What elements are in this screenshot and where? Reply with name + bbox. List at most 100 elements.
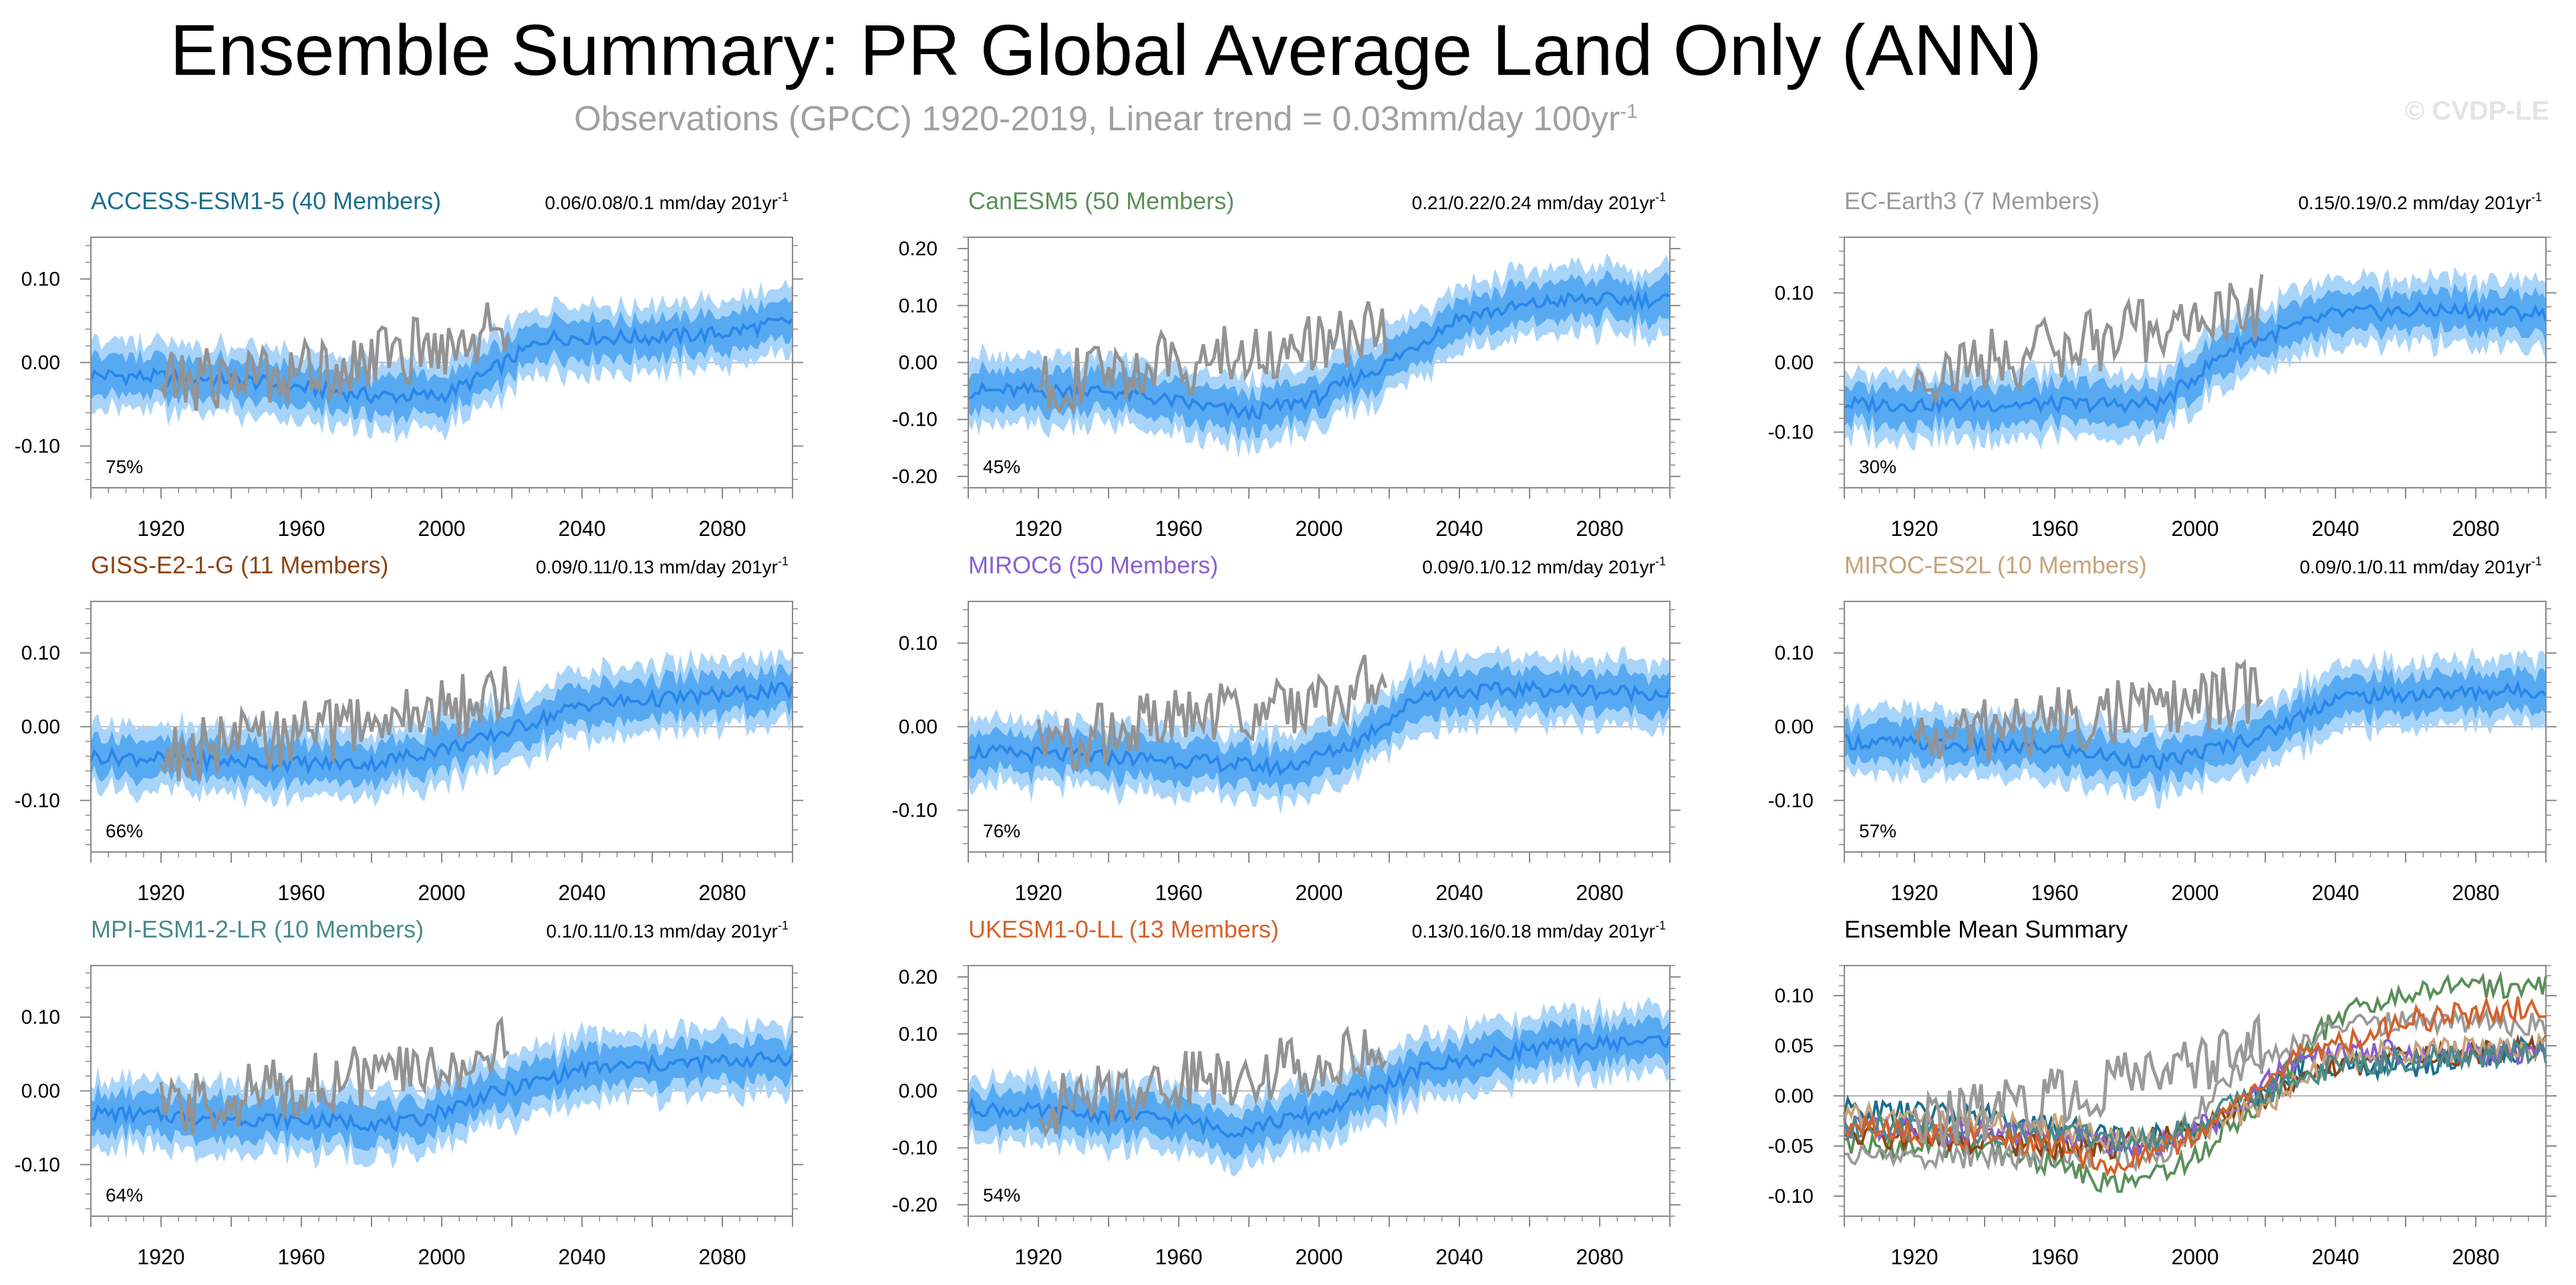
trend-label: 0.15/0.19/0.2 mm/day 201yr-1 (2298, 190, 2542, 213)
x-tick-label: 2040 (1435, 517, 1483, 541)
y-tick-label: 0.00 (21, 1081, 60, 1103)
y-tick-label: -0.10 (892, 1137, 938, 1159)
trend-value: 0.09/0.1/0.11 mm/day 201yr (2299, 557, 2531, 577)
trend-superscript: -1 (1655, 190, 1666, 204)
x-tick-label: 2000 (2171, 881, 2219, 905)
x-tick-label: 1920 (1014, 517, 1062, 541)
trend-label: 0.13/0.16/0.18 mm/day 201yr-1 (1412, 919, 1666, 942)
x-tick-label: 1920 (1014, 881, 1062, 905)
x-tick-label: 2040 (558, 517, 605, 541)
y-tick-label: -0.10 (892, 800, 938, 822)
ensemble-mean-line (967, 1033, 1671, 1139)
x-tick-label: 2080 (698, 517, 746, 541)
y-tick-label: 0.00 (899, 352, 938, 374)
panel-1: CanESM5 (50 Members) 0.21/0.22/0.24 mm/da… (892, 187, 1681, 541)
y-tick-label: 0.00 (21, 716, 60, 738)
trend-superscript: -1 (1655, 919, 1666, 932)
y-tick-label: 0.20 (899, 238, 938, 260)
observations-line (1912, 274, 2264, 406)
y-tick-label: 0.10 (899, 633, 938, 655)
percent-label: 64% (106, 1185, 143, 1205)
summary-line (1843, 995, 2547, 1177)
x-tick-label: 2040 (2311, 517, 2359, 541)
y-tick-label: 0.10 (899, 295, 938, 317)
ensemble-iqr-band (91, 1030, 793, 1151)
x-tick-label: 2040 (2311, 881, 2359, 905)
trend-value: 0.15/0.19/0.2 mm/day 201yr (2298, 192, 2531, 213)
trend-value: 0.06/0.08/0.1 mm/day 201yr (545, 192, 778, 213)
panel-7: UKESM1-0-LL (13 Members) 0.13/0.16/0.18 m… (892, 915, 1681, 1269)
y-tick-label: 0.00 (1775, 1085, 1814, 1107)
x-tick-label: 1920 (137, 517, 184, 541)
summary-line (1843, 1038, 2547, 1154)
trend-superscript: -1 (778, 555, 789, 568)
y-tick-label: -0.10 (15, 790, 60, 812)
x-tick-label: 1920 (1014, 1245, 1062, 1269)
ensemble-mean-line (1843, 301, 2547, 416)
ensemble-iqr-band (968, 270, 1670, 441)
y-tick-label: 0.10 (21, 642, 60, 664)
x-tick-label: 2080 (1576, 517, 1623, 541)
y-tick-label: -0.20 (892, 466, 938, 488)
y-tick-label: -0.10 (1768, 1185, 1814, 1207)
x-tick-label: 1960 (2031, 517, 2078, 541)
ensemble-iqr-band (968, 661, 1670, 797)
figure-subtitle: Observations (GPCC) 1920-2019, Linear tr… (0, 99, 2212, 139)
ensemble-mean-line (968, 289, 1671, 422)
trend-label: 0.09/0.1/0.12 mm/day 201yr-1 (1422, 555, 1666, 577)
percent-label: 75% (106, 456, 143, 477)
percent-label: 45% (983, 456, 1020, 477)
observations-line (159, 666, 511, 782)
y-tick-label: -0.10 (1768, 790, 1814, 812)
observations-line (159, 1016, 510, 1136)
trend-label: 0.09/0.11/0.13 mm/day 201yr-1 (536, 555, 789, 577)
y-tick-label: 0.00 (899, 1081, 938, 1103)
y-tick-label: -0.10 (15, 436, 60, 458)
x-tick-label: 2000 (1295, 517, 1342, 541)
x-tick-label: 2040 (1435, 1245, 1483, 1269)
trend-label: 0.1/0.11/0.13 mm/day 201yr-1 (546, 919, 789, 942)
ensemble-range-band (91, 279, 793, 444)
observations-line (1912, 658, 2263, 763)
ensemble-mean-line (90, 316, 794, 405)
y-tick-label: 0.00 (21, 352, 60, 374)
panel-title: GISS-E2-1-G (11 Members) (91, 551, 388, 579)
y-tick-label: 0.00 (899, 716, 938, 738)
x-tick-label: 2000 (418, 517, 465, 541)
ensemble-iqr-band (91, 297, 793, 426)
trend-value: 0.09/0.11/0.13 mm/day 201yr (536, 557, 778, 577)
x-tick-label: 1960 (1155, 517, 1202, 541)
x-tick-label: 1960 (277, 881, 325, 905)
y-tick-label: -0.10 (15, 1154, 60, 1176)
subtitle-text: Observations (GPCC) 1920-2019, Linear tr… (574, 100, 1620, 138)
percent-label: 76% (983, 821, 1020, 841)
y-tick-label: 0.10 (21, 1006, 60, 1028)
y-tick-label: -0.10 (1768, 422, 1814, 444)
x-tick-label: 2080 (698, 881, 746, 905)
panel-title: UKESM1-0-LL (13 Members) (968, 915, 1279, 943)
ensemble-iqr-band (1844, 664, 2546, 793)
x-tick-label: 1960 (277, 517, 325, 541)
panel-title: MIROC-ES2L (10 Members) (1844, 551, 2147, 579)
summary-line (1912, 1012, 2264, 1147)
panel-title: CanESM5 (50 Members) (968, 187, 1234, 215)
y-tick-label: 0.00 (1775, 352, 1814, 374)
x-tick-label: 2000 (1295, 881, 1342, 905)
trend-label: 0.06/0.08/0.1 mm/day 201yr-1 (545, 190, 789, 213)
trend-superscript: -1 (2531, 555, 2542, 568)
panel-6: MPI-ESM1-2-LR (10 Members) 0.1/0.11/0.13 … (15, 915, 803, 1269)
x-tick-label: 2080 (2452, 517, 2499, 541)
x-tick-label: 1960 (2031, 1245, 2078, 1269)
observations-line (1038, 1025, 1387, 1138)
trend-superscript: -1 (2531, 190, 2542, 204)
y-tick-label: 0.10 (1775, 282, 1814, 304)
x-tick-label: 1960 (1155, 881, 1202, 905)
x-tick-label: 2000 (2171, 517, 2219, 541)
x-tick-label: 1920 (1890, 517, 1938, 541)
x-tick-label: 2040 (558, 881, 605, 905)
panel-5: MIROC-ES2L (10 Members) 0.09/0.1/0.11 mm/… (1768, 551, 2557, 905)
x-tick-label: 2000 (418, 881, 465, 905)
x-tick-label: 1920 (137, 881, 184, 905)
y-tick-label: -0.10 (892, 409, 938, 431)
